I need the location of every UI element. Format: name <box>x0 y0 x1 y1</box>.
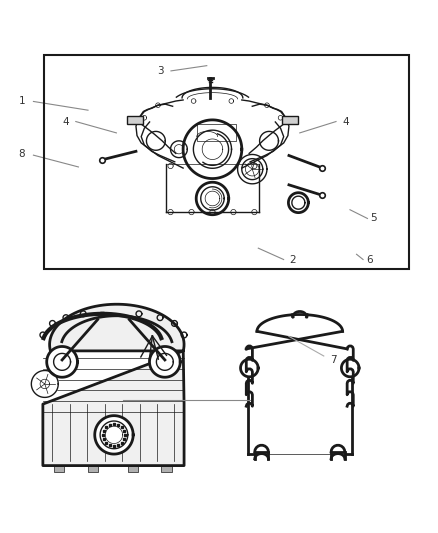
Text: 1: 1 <box>18 96 25 107</box>
Polygon shape <box>47 346 78 377</box>
Bar <box>88 466 98 472</box>
Polygon shape <box>32 370 58 398</box>
Polygon shape <box>43 304 184 466</box>
Text: 2: 2 <box>289 255 296 264</box>
Text: 8: 8 <box>18 149 25 159</box>
Polygon shape <box>149 346 180 377</box>
Bar <box>44 55 409 269</box>
Bar <box>128 466 138 472</box>
Polygon shape <box>95 416 133 454</box>
Text: 4: 4 <box>62 117 69 126</box>
Bar <box>162 466 172 472</box>
Text: 3: 3 <box>157 66 163 76</box>
Text: 5: 5 <box>371 214 377 223</box>
Bar <box>127 116 143 124</box>
Text: 6: 6 <box>366 255 373 264</box>
Text: 7: 7 <box>330 356 337 365</box>
Text: 4: 4 <box>343 117 349 126</box>
Bar <box>54 466 64 472</box>
Bar <box>282 116 298 124</box>
